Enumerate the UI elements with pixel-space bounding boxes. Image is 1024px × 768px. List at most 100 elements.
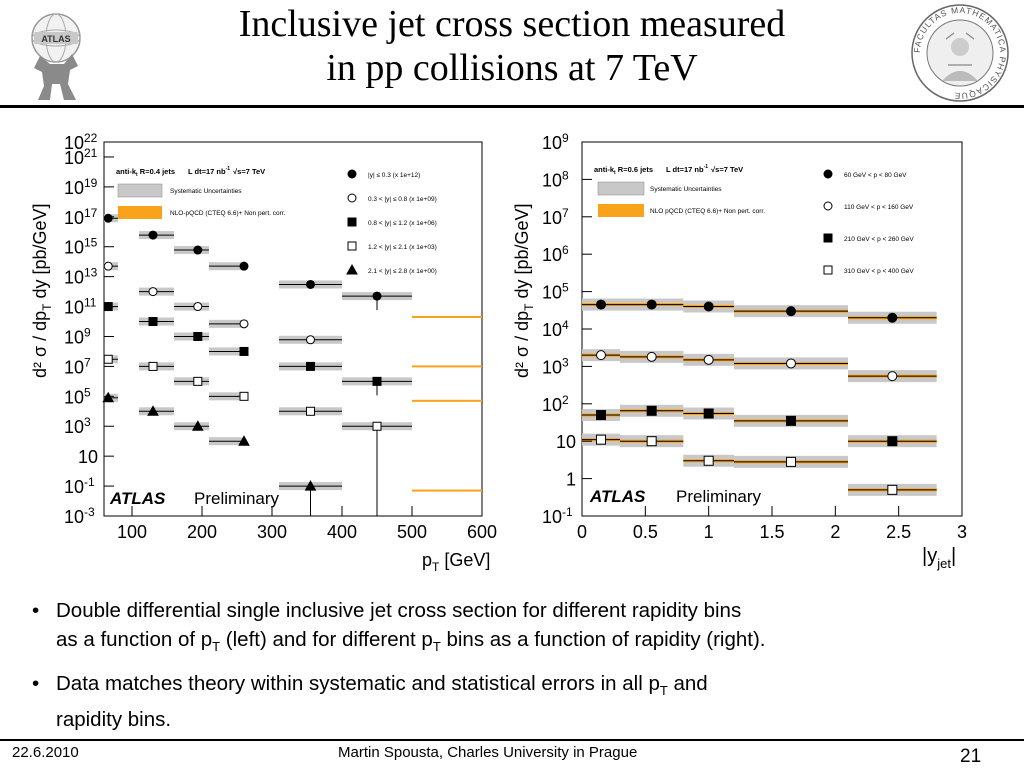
right-legend-syst-swatch: [597, 181, 645, 196]
y-tick-label: 10: [64, 238, 84, 258]
y-tick-exponent: 9: [84, 325, 91, 339]
bullet-1-line-2: as a function of pT (left) and for diffe…: [56, 628, 766, 655]
footer-page-number: 21: [960, 746, 982, 767]
left-watermark-preliminary: Preliminary: [194, 489, 280, 508]
y-tick-exponent: -3: [84, 505, 95, 519]
legend-marker: [347, 241, 357, 251]
legend-label: 210 GeV < p < 260 GeV: [844, 236, 914, 243]
left-data-points: [102, 213, 412, 516]
data-point: [372, 421, 382, 431]
x-tick-label: 0.5: [633, 522, 658, 542]
theory-band: [412, 365, 482, 368]
bullet-item-1: • Double differential single inclusive j…: [32, 596, 992, 661]
data-point: [193, 376, 203, 386]
bullet-1-line-1: Double differential single inclusive jet…: [56, 599, 742, 622]
y-tick-exponent: 5: [84, 385, 91, 399]
y-tick-label: 10: [64, 178, 84, 198]
legend-label: 1.2 < |y| ≤ 2.1 (x 1e+03): [368, 244, 437, 251]
data-point: [786, 456, 796, 467]
right-x-ticks: 0 0.5 1 1.5 2 2.5 3: [577, 506, 967, 542]
data-point: [191, 420, 204, 431]
x-tick-label: 600: [467, 522, 497, 542]
data-point: [148, 361, 158, 371]
y-tick-label: 10: [64, 507, 84, 527]
footer-date: 22.6.2010: [12, 744, 79, 761]
data-point: [372, 291, 382, 301]
data-point: [646, 405, 657, 416]
y-tick-label: 10: [64, 148, 84, 168]
data-point: [372, 376, 382, 386]
x-tick-label: 3: [957, 522, 967, 542]
y-tick-label: 10: [542, 133, 562, 153]
title-rule: [0, 105, 1024, 108]
x-tick-label: 2: [830, 522, 840, 542]
data-point: [103, 354, 113, 364]
data-point: [786, 415, 796, 426]
data-point: [239, 346, 249, 356]
atlas-logo-text: ATLAS: [41, 34, 70, 44]
data-point: [239, 391, 249, 401]
y-tick-label: 10: [542, 170, 562, 190]
data-point: [596, 350, 606, 361]
legend-label: 60 GeV < p < 80 GeV: [844, 172, 907, 179]
right-header-lumi: L dt=17 nb-1 √s=7 TeV: [666, 164, 743, 174]
data-point: [103, 302, 113, 312]
data-point: [103, 213, 113, 223]
right-plot-frame: [581, 141, 963, 517]
y-tick-exponent: 19: [84, 176, 98, 190]
x-tick-label: 200: [187, 522, 217, 542]
atlas-logo: ATLAS: [31, 13, 81, 100]
data-point: [887, 436, 898, 447]
y-tick-exponent: 7: [84, 355, 91, 369]
data-point: [786, 358, 796, 369]
y-tick-exponent: 3: [84, 415, 91, 429]
left-plot-frame: [103, 141, 483, 517]
legend-marker: [346, 263, 358, 275]
data-point: [148, 317, 158, 327]
data-point: [306, 406, 315, 416]
y-tick-label: 10: [64, 357, 84, 377]
theory-band: [412, 399, 482, 402]
footer-rule: [0, 739, 1024, 741]
right-legend-theory-swatch: [598, 204, 644, 217]
y-tick-label: 10: [64, 133, 84, 153]
y-tick-label: 10: [64, 417, 84, 437]
data-point: [306, 361, 315, 371]
title-line-2: in pp collisions at 7 TeV: [326, 47, 698, 89]
left-legend-syst-swatch: [117, 183, 163, 198]
left-header-lumi: L dt=17 nb-1 √s=7 TeV: [188, 166, 265, 176]
data-point: [148, 230, 158, 240]
data-point: [102, 391, 115, 403]
data-point: [147, 405, 159, 416]
y-tick-exponent: 2: [562, 393, 569, 407]
y-tick-label: 10: [64, 298, 84, 318]
data-point: [887, 312, 898, 323]
left-watermark-atlas: ATLAS: [109, 489, 166, 508]
legend-marker: [347, 217, 357, 227]
y-tick-label: 10: [64, 387, 84, 407]
y-tick-label: 10: [542, 395, 562, 415]
legend-marker: [823, 201, 833, 211]
data-point: [306, 335, 315, 345]
y-tick-exponent: 22: [84, 131, 98, 145]
y-tick-label: 10: [542, 357, 562, 377]
left-legend-theory: NLO-pQCD (CTEQ 6.6)+ Non pert. corr.: [170, 210, 286, 217]
y-tick-label: 10: [542, 283, 562, 303]
y-tick-exponent: 3: [562, 355, 569, 369]
y-tick-exponent: 4: [562, 318, 569, 332]
footer-author: Martin Spousta, Charles University in Pr…: [338, 744, 638, 761]
bullet-marker: •: [32, 672, 40, 696]
x-tick-label: 1: [704, 522, 714, 542]
bullet-list: • Double differential single inclusive j…: [32, 596, 992, 742]
data-point: [193, 331, 203, 341]
legend-label: 0.8 < |y| ≤ 1.2 (x 1e+06): [368, 220, 437, 227]
legend-label: 310 GeV < p < 400 GeV: [844, 268, 914, 275]
left-series-legend: |y| ≤ 0.3 (x 1e+12) 0.3 < |y| ≤ 0.8 (x 1e…: [346, 169, 437, 275]
data-point: [148, 287, 158, 297]
y-tick-label: 10: [542, 208, 562, 228]
data-point: [703, 301, 714, 312]
data-point: [193, 245, 203, 255]
y-tick-exponent: 5: [562, 281, 569, 295]
